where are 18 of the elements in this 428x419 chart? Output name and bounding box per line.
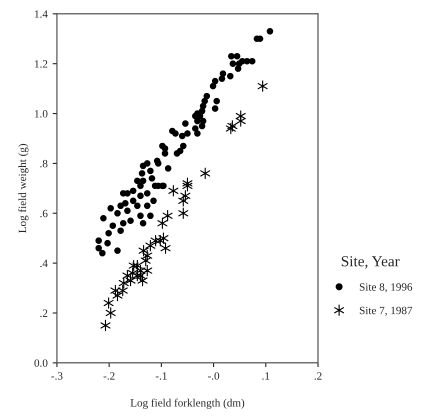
x-tick-label: -.2 [104,372,115,380]
x-tick-label: .2 [314,372,322,380]
y-tick-label: 0.0 [34,359,48,367]
x-tick-label: -.0 [208,372,220,380]
legend-label: Site 8, 1996 [360,283,412,292]
x-tick-label: -.1 [156,372,167,380]
x-tick-label: -.3 [51,372,63,380]
y-tick-label: 1.0 [34,110,48,118]
y-tick-label: 1.2 [34,60,48,68]
y-tick-label: .6 [40,210,48,218]
y-tick-label: .4 [40,260,48,268]
x-tick-label: .1 [262,372,270,380]
y-tick-label: 1.4 [34,10,48,18]
y-tick-label: .2 [40,309,48,318]
x-axis-title: Log field forklength (dm) [130,398,244,409]
y-tick-label: .8 [40,160,48,168]
legend-title: Site, Year [342,256,400,269]
y-axis-title: Log field weight (g) [18,144,28,233]
